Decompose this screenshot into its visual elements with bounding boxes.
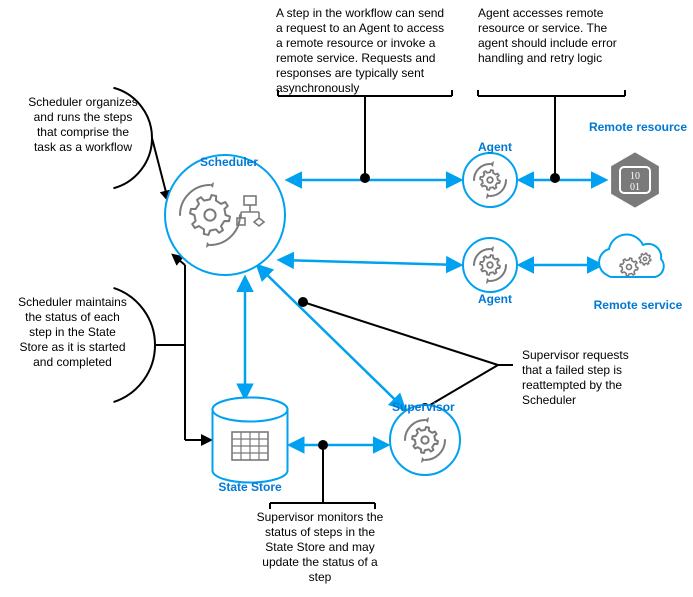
diagram-stage: 1001 Scheduler Agent Agent Supervisor St… <box>0 0 693 597</box>
svg-text:01: 01 <box>630 182 640 193</box>
annotation-supervisor-requests: Supervisor requests that a failed step i… <box>522 348 647 408</box>
svg-text:10: 10 <box>630 171 640 182</box>
supervisor-title: Supervisor <box>392 400 492 415</box>
agent-bottom-title: Agent <box>465 292 525 307</box>
remote-resource-title: Remote resource <box>588 120 688 135</box>
state-store-title: State Store <box>200 480 300 495</box>
annotation-supervisor-monitors: Supervisor monitors the status of steps … <box>255 510 385 585</box>
scheduler-title: Scheduler <box>200 155 330 170</box>
agent-top-title: Agent <box>465 140 525 155</box>
annotation-step-workflow: A step in the workflow can send a reques… <box>276 6 451 96</box>
annotation-scheduler-organizes: Scheduler organizes and runs the steps t… <box>28 95 138 155</box>
remote-service-title: Remote service <box>588 298 688 313</box>
annotation-agent-access: Agent accesses remote resource or servic… <box>478 6 628 66</box>
annotation-scheduler-maintains: Scheduler maintains the status of each s… <box>15 295 130 370</box>
